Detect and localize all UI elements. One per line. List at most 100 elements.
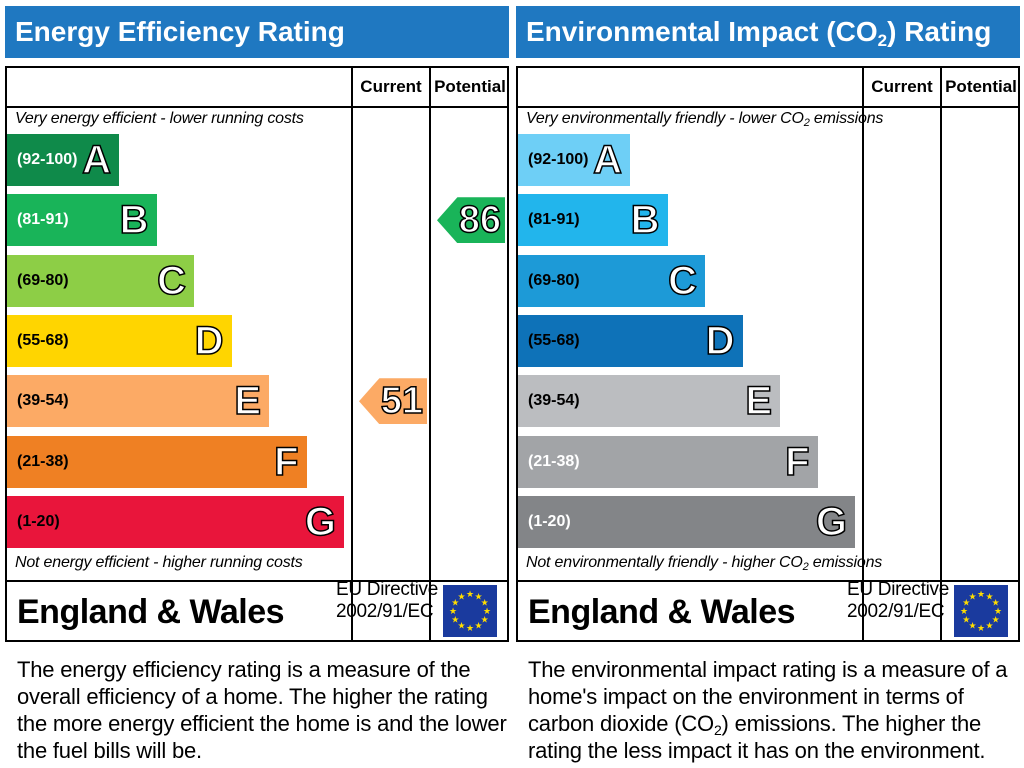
description-part2: ) emissions. The higher the rating the l… — [528, 711, 986, 763]
eu-star: ★ — [992, 616, 1000, 626]
eu-star: ★ — [451, 616, 459, 626]
energy-efficiency-panel: Energy Efficiency Rating Current Potenti… — [5, 6, 509, 763]
current-rating-arrow: 51 — [359, 378, 427, 425]
band-b: (81-91) B — [7, 194, 157, 247]
potential-rating-arrow: 86 — [437, 197, 505, 244]
region-label: England & Wales — [528, 593, 796, 631]
eu-star: ★ — [481, 616, 489, 626]
title-main: Environmental Impact (CO — [526, 16, 878, 47]
top-note-end: emissions — [809, 110, 884, 127]
eu-directive: EU Directive 2002/91/EC — [336, 579, 438, 623]
column-divider — [862, 68, 864, 640]
band-letter: B — [119, 198, 149, 244]
band-g: (1-20) G — [518, 495, 855, 548]
energy-efficiency-title: Energy Efficiency Rating — [5, 6, 509, 58]
band-a: (92-100) A — [518, 134, 630, 186]
band-range-label: (69-80) — [17, 271, 69, 289]
band-f: (21-38) F — [7, 435, 307, 488]
eu-star: ★ — [449, 607, 457, 617]
energy-chart-box: Current Potential Very energy efficient … — [5, 66, 509, 642]
eu-flag-icon: ★ ★ ★ ★ ★ ★ ★ ★ ★ ★ ★ ★ — [954, 585, 1008, 637]
eu-star: ★ — [985, 622, 993, 632]
environmental-impact-panel: Environmental Impact (CO2) Rating Curren… — [516, 6, 1020, 764]
potential-column-header: Potential — [434, 77, 506, 96]
footer-divider — [518, 580, 1018, 582]
eu-star: ★ — [451, 599, 459, 609]
band-letter: C — [156, 258, 186, 304]
eu-star: ★ — [483, 607, 491, 617]
eu-star: ★ — [481, 599, 489, 609]
band-a: (92-100) A — [7, 134, 119, 186]
band-b: (81-91) B — [518, 194, 668, 247]
band-letter: C — [667, 258, 697, 304]
description-part1: The environmental impact rating is a mea… — [528, 657, 1008, 736]
bottom-note: Not energy efficient - higher running co… — [15, 554, 303, 571]
description-subscript: 2 — [713, 722, 722, 738]
current-column-header: Current — [871, 77, 933, 96]
header-divider — [518, 106, 1018, 108]
environmental-impact-title: Environmental Impact (CO2) Rating — [516, 6, 1020, 58]
band-letter: E — [234, 378, 262, 424]
eu-directive-line2: 2002/91/EC — [847, 601, 945, 622]
environment-description: The environmental impact rating is a mea… — [528, 656, 1018, 764]
eu-star: ★ — [994, 607, 1002, 617]
band-e: (39-54) E — [7, 375, 269, 428]
eu-star: ★ — [474, 622, 482, 632]
eu-star: ★ — [968, 622, 976, 632]
band-d: (55-68) D — [518, 314, 743, 367]
eu-star: ★ — [985, 592, 993, 602]
eu-star: ★ — [962, 599, 970, 609]
current-column-header: Current — [360, 77, 422, 96]
band-d: (55-68) D — [7, 314, 232, 367]
environment-chart-box: Current Potential Very environmentally f… — [516, 66, 1020, 642]
band-range-label: (92-100) — [17, 151, 78, 168]
top-note: Very environmentally friendly - lower CO… — [526, 110, 884, 129]
band-range-label: (69-80) — [528, 271, 580, 289]
eu-star: ★ — [977, 624, 985, 634]
potential-column-header: Potential — [945, 77, 1017, 96]
eu-directive: EU Directive 2002/91/EC — [847, 579, 949, 623]
band-range-label: (81-91) — [528, 211, 580, 229]
top-note: Very energy efficient - lower running co… — [15, 110, 304, 127]
eu-star: ★ — [466, 590, 474, 600]
band-range-label: (92-100) — [528, 151, 589, 168]
eu-star: ★ — [992, 599, 1000, 609]
band-range-label: (81-91) — [17, 211, 69, 229]
bottom-note-subscript: 2 — [802, 561, 809, 573]
top-note-main: Very environmentally friendly - lower CO — [526, 110, 804, 127]
bottom-note: Not environmentally friendly - higher CO… — [526, 554, 882, 573]
band-letter: E — [745, 378, 773, 424]
eu-star: ★ — [457, 592, 465, 602]
band-letter: A — [592, 137, 622, 183]
eu-star: ★ — [960, 607, 968, 617]
column-divider — [429, 68, 431, 640]
band-letter: D — [194, 318, 224, 364]
eu-star: ★ — [466, 624, 474, 634]
band-letter: F — [784, 439, 810, 485]
band-letter: F — [273, 439, 299, 485]
band-letter: A — [81, 137, 111, 183]
eu-star: ★ — [457, 622, 465, 632]
eu-flag-icon: ★ ★ ★ ★ ★ ★ ★ ★ ★ ★ ★ ★ — [443, 585, 497, 637]
band-range-label: (21-38) — [528, 452, 580, 470]
eu-star: ★ — [474, 592, 482, 602]
header-divider — [7, 106, 507, 108]
band-letter: G — [304, 499, 337, 545]
band-letter: G — [815, 499, 848, 545]
band-c: (69-80) C — [518, 254, 705, 307]
band-range-label: (39-54) — [17, 392, 69, 410]
bottom-note-main: Not environmentally friendly - higher CO — [526, 554, 803, 571]
footer-divider — [7, 580, 507, 582]
title-subscript: 2 — [877, 31, 888, 50]
band-range-label: (1-20) — [17, 512, 60, 530]
title-end: ) Rating — [887, 16, 992, 47]
energy-description: The energy efficiency rating is a measur… — [17, 657, 507, 763]
column-divider — [940, 68, 942, 640]
band-letter: B — [630, 198, 660, 244]
potential-rating-value: 86 — [458, 199, 502, 243]
column-divider — [351, 68, 353, 640]
current-rating-value: 51 — [380, 379, 424, 423]
eu-directive-line1: EU Directive — [847, 579, 949, 600]
band-range-label: (1-20) — [528, 512, 571, 530]
band-range-label: (55-68) — [17, 331, 69, 349]
